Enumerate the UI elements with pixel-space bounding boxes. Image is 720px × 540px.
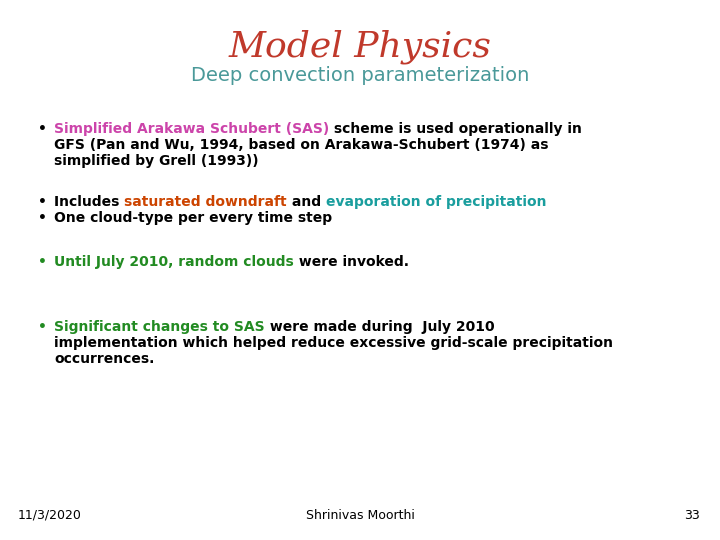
Text: GFS (Pan and Wu, 1994, based on Arakawa-Schubert (1974) as: GFS (Pan and Wu, 1994, based on Arakawa-… (54, 138, 549, 152)
Text: •: • (38, 195, 47, 209)
Text: saturated downdraft: saturated downdraft (125, 195, 287, 209)
Text: Includes: Includes (54, 195, 125, 209)
Text: Until July 2010, random clouds: Until July 2010, random clouds (54, 255, 294, 269)
Text: •: • (38, 122, 47, 136)
Text: •: • (38, 320, 47, 334)
Text: implementation which helped reduce excessive grid-scale precipitation: implementation which helped reduce exces… (54, 336, 613, 350)
Text: 11/3/2020: 11/3/2020 (18, 509, 82, 522)
Text: evaporation of precipitation: evaporation of precipitation (326, 195, 546, 209)
Text: were invoked.: were invoked. (294, 255, 409, 269)
Text: simplified by Grell (1993)): simplified by Grell (1993)) (54, 154, 258, 168)
Text: One cloud-type per every time step: One cloud-type per every time step (54, 211, 332, 225)
Text: and: and (287, 195, 326, 209)
Text: scheme is used operationally in: scheme is used operationally in (329, 122, 582, 136)
Text: occurrences.: occurrences. (54, 352, 154, 366)
Text: Deep convection parameterization: Deep convection parameterization (191, 66, 529, 85)
Text: •: • (38, 255, 47, 269)
Text: 33: 33 (684, 509, 700, 522)
Text: •: • (38, 211, 47, 225)
Text: Shrinivas Moorthi: Shrinivas Moorthi (305, 509, 415, 522)
Text: Significant changes to SAS: Significant changes to SAS (54, 320, 265, 334)
Text: Simplified Arakawa Schubert (SAS): Simplified Arakawa Schubert (SAS) (54, 122, 329, 136)
Text: Model Physics: Model Physics (228, 30, 492, 64)
Text: were made during  July 2010: were made during July 2010 (265, 320, 494, 334)
